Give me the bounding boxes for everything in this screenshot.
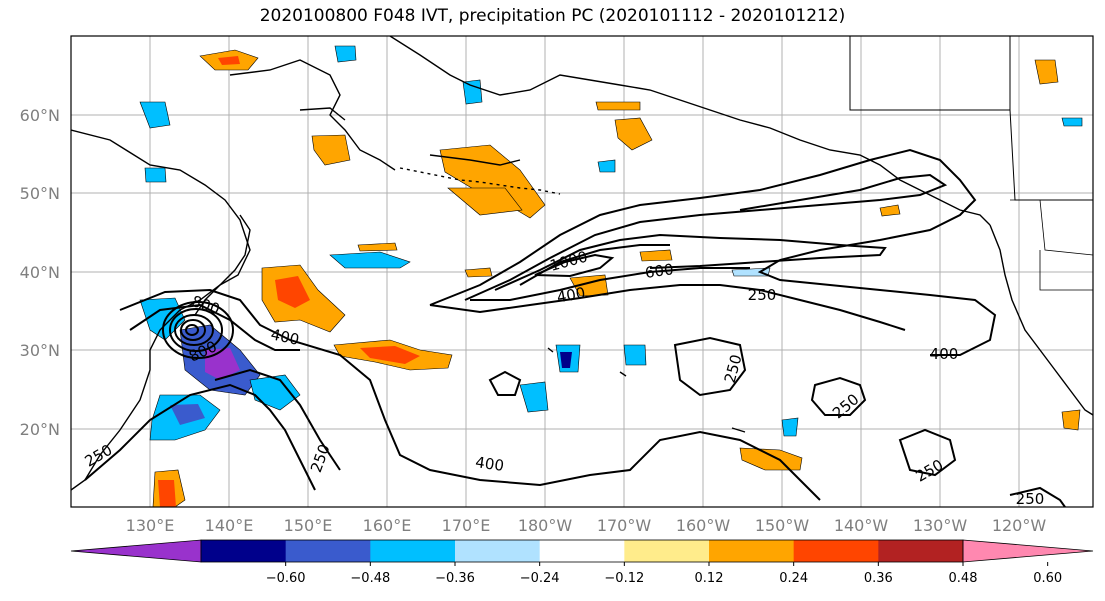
lon-label: 140°W: [834, 516, 889, 535]
precip-blob: [158, 480, 176, 507]
precip-blob: [597, 159, 616, 173]
ivt-label: 400: [269, 325, 301, 349]
lat-label: 60°N: [20, 106, 60, 125]
precip-blob: [1061, 409, 1081, 431]
colorbar-segment: [370, 540, 456, 562]
ivt-contour-250: [898, 428, 957, 477]
precip-blob: [218, 56, 240, 65]
precip-blob: [439, 144, 546, 219]
lat-label: 40°N: [20, 263, 60, 282]
lon-label: 130°W: [913, 516, 968, 535]
precip-blob: [781, 417, 799, 437]
lon-label: 120°W: [992, 516, 1047, 535]
lon-label: 130°E: [126, 516, 175, 535]
precip-blob: [595, 101, 641, 111]
longitude-labels: 130°E 140°E 150°E 160°E 170°E 180°W 170°…: [126, 516, 1047, 535]
lat-label: 20°N: [20, 420, 60, 439]
ivt-contour-400: [464, 173, 948, 301]
precip-blob: [275, 276, 310, 308]
ivt-label: 400: [930, 345, 959, 363]
ivt-contour-250: [1009, 486, 1066, 507]
precip-blob: [144, 167, 167, 183]
ivt-contour-600: [494, 233, 887, 291]
coastlines: [71, 36, 1093, 491]
map-title: 2020100800 F048 IVT, precipitation PC (2…: [259, 6, 846, 26]
ivt-contour-250: [488, 370, 522, 396]
precip-blob: [462, 79, 483, 105]
precip-blob: [357, 242, 398, 252]
colorbar-arrow-left: [70, 539, 202, 563]
ivt-contour-250: [429, 148, 997, 356]
ivt-contour-labels: 800 800 400 250 250 400 1000 400 600 250…: [82, 248, 1045, 508]
precip-blob: [739, 447, 803, 471]
latitude-labels: 60°N 50°N 40°N 30°N 20°N: [20, 106, 60, 439]
precip-blob: [360, 346, 420, 364]
precip-blob: [623, 344, 647, 366]
colorbar-border: [200, 539, 964, 563]
colorbar-tick-label: −0.36: [435, 571, 475, 586]
precip-blob: [139, 101, 171, 129]
ivt-contours: [84, 148, 1066, 507]
precip-blob: [447, 187, 523, 216]
map-border: [70, 35, 1094, 508]
ivt-contour-400: [470, 267, 750, 301]
lon-label: 170°E: [442, 516, 491, 535]
colorbar-tick-label: 0.24: [779, 571, 808, 586]
ivt-contour-250: [429, 284, 906, 331]
precip-blob: [464, 267, 493, 278]
lat-label: 30°N: [20, 341, 60, 360]
precip-blob: [560, 352, 572, 368]
precip-blob: [614, 117, 653, 151]
colorbar-segment: [878, 540, 964, 562]
lon-label: 160°E: [363, 516, 412, 535]
colorbar-tick-label: −0.12: [604, 571, 644, 586]
ivt-label: 400: [555, 284, 586, 307]
colorbar-tick-label: −0.24: [520, 571, 560, 586]
ivt-contour-250: [119, 288, 821, 501]
ivt-contour-800: [162, 301, 234, 359]
colorbar-segment: [201, 540, 287, 562]
precip-blob: [1061, 117, 1083, 127]
precip-blob: [329, 251, 411, 269]
colorbar-tick-label: 0.36: [864, 571, 893, 586]
precip-blob: [639, 249, 673, 262]
lon-label: 160°W: [676, 516, 731, 535]
colorbar-tick-label: −0.60: [266, 571, 306, 586]
colorbar-arrow-right: [962, 539, 1094, 563]
precip-blob: [519, 381, 549, 413]
ivt-label: 250: [1016, 490, 1045, 508]
colorbar-segment: [624, 540, 710, 562]
colorbar: −0.60 −0.48 −0.36 −0.24 −0.12 0.12 0.24 0.36 0.4…: [70, 539, 1094, 586]
colorbar-segment: [709, 540, 795, 562]
colorbar-tick-label: 0.60: [1033, 571, 1062, 586]
ivt-label: 250: [748, 286, 777, 304]
ivt-contour-250: [673, 336, 747, 397]
lon-label: 150°W: [755, 516, 810, 535]
colorbar-segment: [455, 540, 541, 562]
colorbar-tick-label: 0.48: [949, 571, 978, 586]
lon-label: 180°W: [518, 516, 573, 535]
colorbar-segment: [285, 540, 371, 562]
lon-label: 170°W: [597, 516, 652, 535]
colorbar-tick-label: −0.48: [350, 571, 390, 586]
ivt-contour-1000: [534, 253, 615, 278]
colorbar-segment: [539, 540, 625, 562]
lat-label: 50°N: [20, 184, 60, 203]
ivt-contour-250: [84, 383, 316, 491]
colorbar-tick-label: 0.12: [695, 571, 724, 586]
precip-blob: [170, 404, 205, 425]
precip-blob: [879, 204, 901, 217]
ivt-contour-400: [214, 368, 341, 471]
ivt-label: 600: [644, 260, 675, 282]
precip-blob: [1034, 59, 1059, 85]
lon-label: 150°E: [284, 516, 333, 535]
colorbar-segment: [793, 540, 879, 562]
ivt-contour-250: [810, 376, 867, 416]
precip-blob: [311, 134, 351, 166]
precip-blob: [334, 45, 357, 63]
ivt-label: 400: [474, 453, 505, 475]
lon-label: 140°E: [205, 516, 254, 535]
